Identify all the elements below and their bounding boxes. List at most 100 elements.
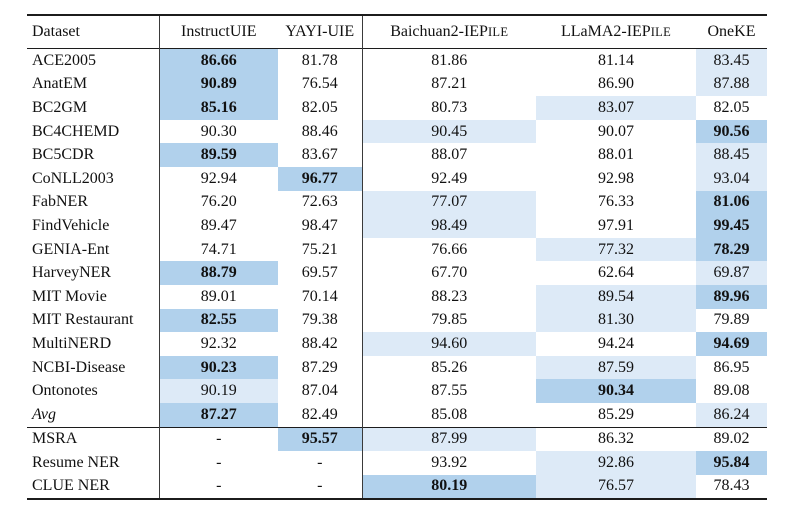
value-cell: - [158,474,278,500]
value-cell: 85.29 [598,405,634,423]
table-row: BC5CDR 89.59 83.67 88.07 88.01 88.45 [27,143,767,167]
table-row: BC4CHEMD 90.30 88.46 90.45 90.07 90.56 [27,119,767,144]
dataset-cell: HarveyNER [32,264,112,282]
value-cell: 86.90 [598,75,634,93]
table-row: Resume NER - - 93.92 92.86 95.84 [27,451,767,475]
value-cell: 81.06 [696,190,767,215]
value-cell: 81.14 [598,51,634,69]
dataset-cell: MultiNERD [32,334,112,352]
column-label: Dataset [32,23,80,40]
value-cell: 83.45 [696,48,767,73]
value-cell: 87.99 [361,426,536,452]
value-cell: 87.88 [696,72,767,97]
dataset-cell: BC5CDR [32,146,95,164]
value-cell: 87.59 [536,355,696,380]
value-cell: 89.08 [713,382,750,400]
column-label: LLaMA2-IEP [560,23,651,40]
table-row: GENIA-Ent 74.71 75.21 76.66 77.32 78.29 [27,237,767,262]
value-cell: 81.78 [301,51,338,69]
value-cell: 77.32 [536,237,696,262]
value-cell: 90.45 [361,119,536,144]
value-cell: 76.54 [301,75,338,93]
value-cell: 79.85 [361,308,536,333]
value-cell: 88.23 [361,284,536,309]
column-header-yayi-uie: YAYI-UIE [278,15,362,49]
value-cell: 92.32 [158,332,278,356]
table-row: ACE2005 86.66 81.78 81.86 81.14 83.45 [27,48,767,73]
value-cell: 99.45 [696,214,767,238]
value-cell: 82.05 [713,98,750,116]
value-cell: 80.19 [361,474,536,500]
value-cell: 92.98 [598,169,634,187]
value-cell: 93.04 [696,166,767,191]
table-header: Dataset InstructUIE YAYI-UIE Baichuan2-IEPI… [27,15,767,49]
value-cell: 81.30 [536,308,696,333]
value-cell: 87.27 [158,402,278,427]
ner-results-table: Dataset InstructUIE YAYI-UIE Baichuan2-IEPI… [27,14,767,501]
table-row: FindVehicle 89.47 98.47 98.49 97.91 99.45 [27,214,767,238]
value-cell: 88.46 [301,122,338,140]
value-cell: 98.47 [301,216,338,234]
value-cell: 88.42 [301,334,338,352]
table-row: HarveyNER 88.79 69.57 67.70 62.64 69.87 [27,261,767,285]
value-cell: 80.73 [361,96,536,120]
table-row: BC2GM 85.16 82.05 80.73 83.07 82.05 [27,96,767,120]
value-cell: 94.69 [696,332,767,356]
value-cell: 76.20 [158,190,278,215]
value-cell: 76.57 [536,474,696,500]
column-header-dataset: Dataset [27,15,159,49]
value-cell: 82.49 [301,405,338,423]
dataset-cell: MIT Restaurant [32,311,134,329]
value-cell: 88.45 [696,143,767,167]
table-row: AnatEM 90.89 76.54 87.21 86.90 87.88 [27,72,767,97]
value-cell: 95.84 [696,451,767,475]
value-cell: 87.04 [301,382,338,400]
value-cell: 77.07 [361,190,536,215]
value-cell: 90.19 [158,379,278,403]
dataset-cell: Ontonotes [32,382,98,400]
value-cell: 86.24 [696,402,767,427]
value-cell: 85.16 [158,96,278,120]
value-cell: - [158,426,278,452]
value-cell: 92.86 [536,451,696,475]
value-cell: 86.95 [713,358,750,376]
value-cell: 89.02 [696,426,767,452]
value-cell: 87.21 [361,72,536,97]
dataset-cell: CoNLL2003 [32,169,114,187]
value-cell: 76.33 [598,193,634,211]
value-cell: 89.54 [536,284,696,309]
value-cell: 81.86 [361,48,536,73]
value-cell: 78.43 [713,477,750,495]
value-cell: 79.38 [301,311,338,329]
value-cell: 70.14 [301,287,338,305]
column-header-baichuan2-iepile: Baichuan2-IEPILE [361,15,536,49]
column-label: InstructUIE [180,23,257,40]
value-cell: 85.08 [361,402,536,427]
dataset-cell: CLUE NER [32,477,110,495]
dataset-cell: GENIA-Ent [32,240,110,258]
dataset-cell: MSRA [27,426,159,452]
column-header-instructuie: InstructUIE [158,15,278,49]
dataset-cell: FindVehicle [32,216,110,234]
value-cell: 92.49 [361,166,536,191]
value-cell: 90.34 [536,379,696,403]
table-row: MIT Movie 89.01 70.14 88.23 89.54 89.96 [27,284,767,309]
dataset-cell: MIT Movie [32,287,107,305]
value-cell: 90.23 [158,355,278,380]
table-row: MSRA -95.57 87.99 86.32 89.02 [27,426,767,452]
value-cell: - [317,477,323,495]
table-row: CoNLL2003 92.94 96.77 92.49 92.98 93.04 [27,166,767,191]
value-cell: 85.26 [361,355,536,380]
value-cell: 86.32 [536,426,696,452]
column-label-smallcaps-suffix: ILE [487,25,509,39]
dataset-cell: FabNER [32,193,88,211]
value-cell: 98.49 [361,214,536,238]
value-cell: 82.05 [301,98,338,116]
table-row: CLUE NER - - 80.19 76.57 78.43 [27,474,767,500]
value-cell: 86.66 [158,48,278,73]
column-label: OneKE [707,23,756,40]
table-row: MultiNERD 92.32 88.42 94.60 94.24 94.69 [27,332,767,356]
value-cell: 67.70 [361,261,536,285]
value-cell: 96.77 [278,166,362,191]
